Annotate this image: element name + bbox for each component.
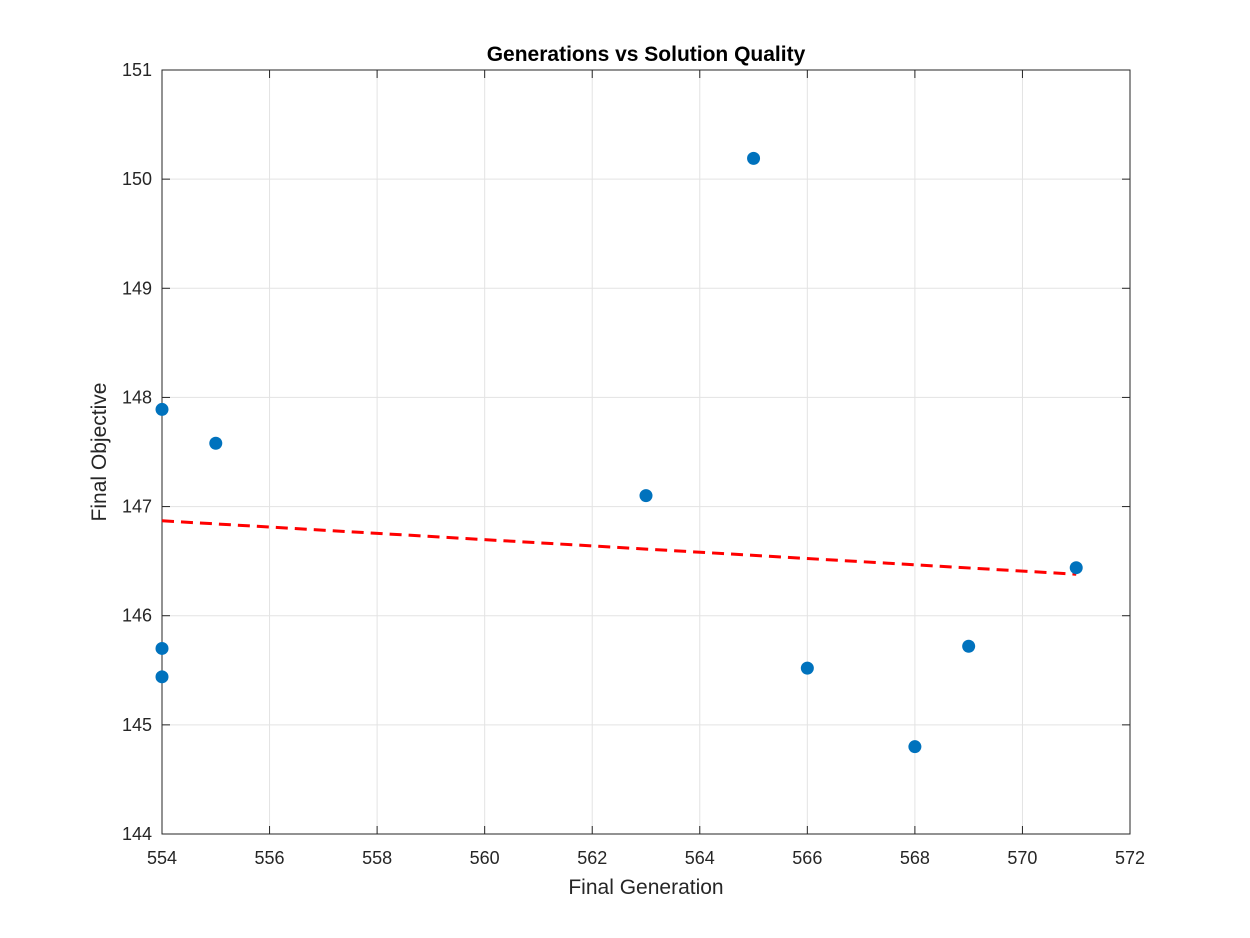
- data-point: [155, 670, 169, 684]
- y-tick-label: 145: [122, 715, 152, 735]
- y-tick-label: 149: [122, 278, 152, 298]
- y-tick-label: 146: [122, 606, 152, 626]
- y-tick-label: 144: [122, 824, 152, 844]
- data-point: [747, 151, 761, 165]
- data-point: [800, 661, 814, 675]
- x-axis-label: Final Generation: [568, 876, 723, 899]
- x-tick-labels: 554 556 558 560 562 564 566 568 570 572: [147, 848, 1145, 868]
- x-tick-label: 566: [792, 848, 822, 868]
- plot-area: [162, 70, 1130, 834]
- x-tick-label: 568: [900, 848, 930, 868]
- x-tick-label: 554: [147, 848, 177, 868]
- x-tick-label: 564: [685, 848, 715, 868]
- y-tick-label: 151: [122, 60, 152, 80]
- x-tick-label: 560: [470, 848, 500, 868]
- trend-line: [161, 519, 1077, 576]
- data-point: [1069, 561, 1083, 575]
- chart-title: Generations vs Solution Quality: [487, 43, 806, 66]
- y-axis-label: Final Objective: [88, 383, 111, 522]
- y-tick-label: 150: [122, 169, 152, 189]
- x-tick-label: 558: [362, 848, 392, 868]
- series-layer: [155, 151, 1083, 754]
- y-tick-label: 148: [122, 387, 152, 407]
- data-point: [155, 641, 169, 655]
- data-point: [639, 489, 653, 503]
- data-point: [155, 402, 169, 416]
- data-point: [962, 639, 976, 653]
- y-tick-labels: 144 145 146 147 148 149 150 151: [122, 60, 152, 844]
- x-tick-label: 570: [1007, 848, 1037, 868]
- data-point: [908, 740, 922, 754]
- x-tick-label: 572: [1115, 848, 1145, 868]
- axes-box: [161, 69, 1131, 835]
- y-tick-label: 147: [122, 497, 152, 517]
- x-tick-label: 562: [577, 848, 607, 868]
- x-tick-label: 556: [255, 848, 285, 868]
- data-point: [209, 436, 223, 450]
- axes: [161, 69, 1131, 835]
